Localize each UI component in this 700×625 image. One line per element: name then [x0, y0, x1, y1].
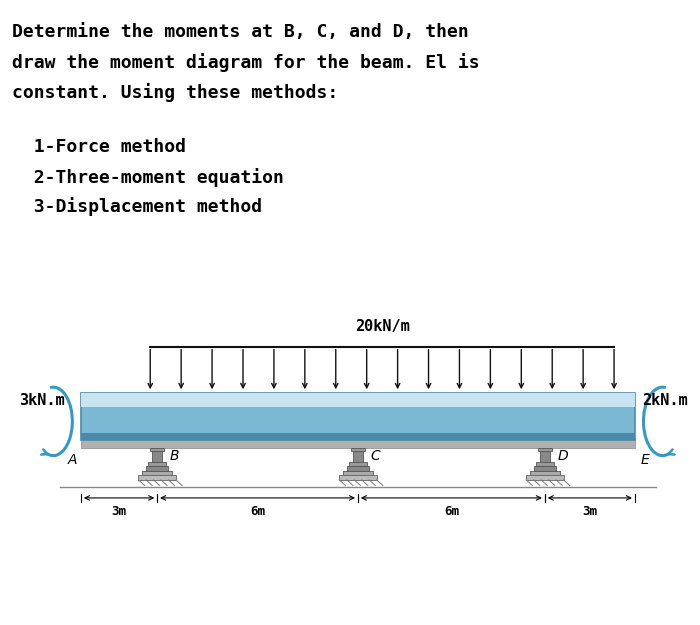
Text: 3m: 3m: [111, 506, 127, 518]
Text: 3-Displacement method: 3-Displacement method: [12, 198, 262, 216]
Bar: [534, 466, 556, 471]
Bar: [353, 451, 363, 462]
Text: B: B: [169, 449, 179, 462]
Bar: [349, 462, 367, 466]
Text: 20kN/m: 20kN/m: [355, 319, 409, 334]
Bar: [346, 466, 369, 471]
Bar: [536, 462, 554, 466]
Text: 2-Three-moment equation: 2-Three-moment equation: [12, 168, 284, 186]
Bar: [526, 475, 564, 480]
Text: 6m: 6m: [444, 506, 459, 518]
Text: D: D: [557, 449, 568, 462]
Bar: [81, 393, 635, 440]
Text: 6m: 6m: [250, 506, 265, 518]
Bar: [340, 475, 377, 480]
Text: C: C: [370, 449, 380, 462]
Text: 1-Force method: 1-Force method: [12, 138, 186, 156]
Text: constant. Using these methods:: constant. Using these methods:: [12, 83, 338, 102]
Text: 3kN.m: 3kN.m: [19, 393, 64, 408]
Bar: [81, 393, 635, 408]
Text: draw the moment diagram for the beam. El is: draw the moment diagram for the beam. El…: [12, 53, 480, 72]
Text: 3m: 3m: [582, 506, 597, 518]
Text: E: E: [640, 452, 649, 466]
Text: Determine the moments at B, C, and D, then: Determine the moments at B, C, and D, th…: [12, 23, 468, 41]
Bar: [540, 451, 550, 462]
Text: 2kN.m: 2kN.m: [642, 393, 687, 408]
Bar: [81, 438, 635, 448]
Bar: [343, 471, 373, 475]
Bar: [142, 471, 172, 475]
Bar: [139, 475, 176, 480]
Bar: [530, 471, 560, 475]
Bar: [351, 448, 365, 451]
Bar: [81, 433, 635, 440]
Bar: [150, 448, 164, 451]
Bar: [538, 448, 552, 451]
Bar: [146, 466, 168, 471]
Bar: [153, 451, 162, 462]
Text: A: A: [68, 452, 78, 466]
Bar: [148, 462, 166, 466]
